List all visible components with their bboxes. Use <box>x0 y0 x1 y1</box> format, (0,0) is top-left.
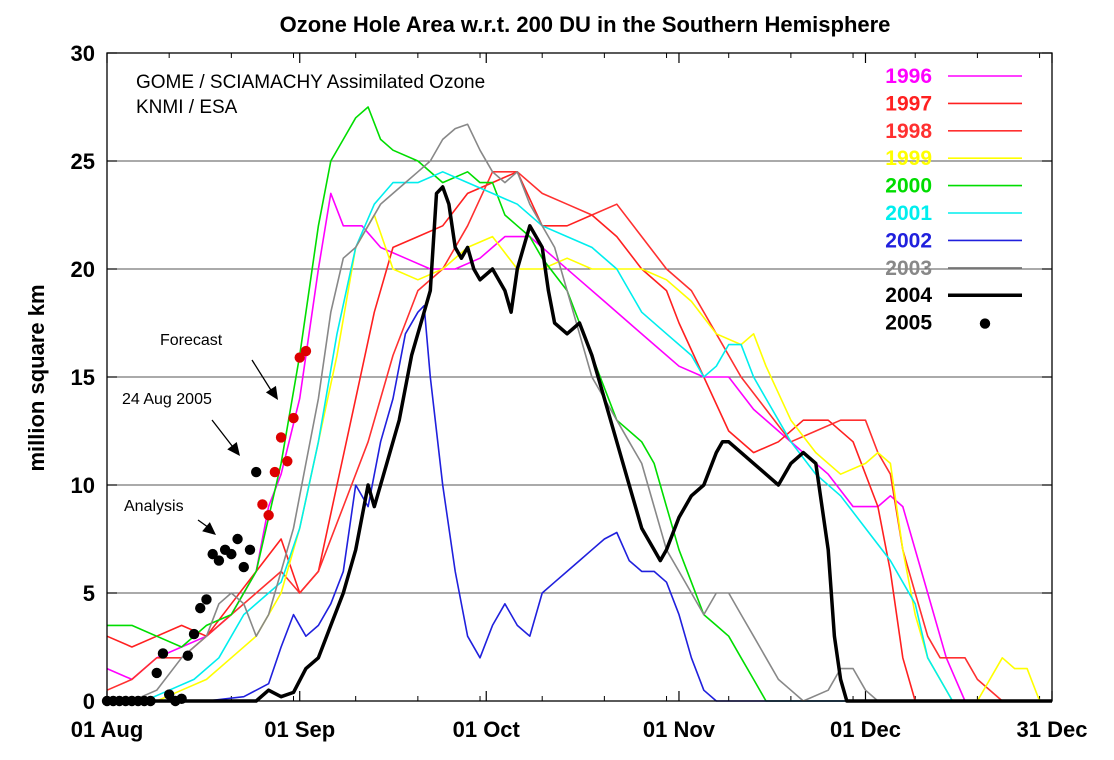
forecast-point-2005 <box>257 499 268 510</box>
series-line-2003 <box>107 123 1052 702</box>
analysis-point-2005 <box>226 548 237 560</box>
x-tick-label: 01 Oct <box>453 717 521 742</box>
analysis-point-2005 <box>157 648 169 659</box>
analysis-point-2005 <box>195 602 206 614</box>
grid-lines <box>107 160 1052 594</box>
forecast-point-2005 <box>300 345 312 357</box>
analysis-point-2005 <box>182 650 194 661</box>
analysis-point-2005 <box>232 533 243 545</box>
chart-title: Ozone Hole Area w.r.t. 200 DU in the Sou… <box>280 12 891 37</box>
y-tick-label: 0 <box>83 689 95 714</box>
legend-label-2005: 2005 <box>885 312 932 335</box>
series-line-1997 <box>106 171 1052 702</box>
source-note-1: GOME / SCIAMACHY Assimilated Ozone <box>136 72 485 93</box>
analysis-point-2005 <box>151 667 162 679</box>
forecast-point-2005 <box>275 432 287 443</box>
annotation-label: 24 Aug 2005 <box>122 391 212 408</box>
legend-label-1997: 1997 <box>885 92 932 115</box>
annotation-arrow-head <box>227 442 240 456</box>
x-tick-label: 01 Nov <box>643 717 716 742</box>
analysis-point-2005 <box>251 466 262 478</box>
y-axis-ticks: 0 5 10 15 20 25 30 <box>71 41 1052 714</box>
x-axis-ticks: 01 Aug 01 Sep 01 Oct 01 Nov 01 Dec 31 Dec <box>71 53 1088 742</box>
legend-marker-2005 <box>979 318 991 329</box>
series-line-2002 <box>107 304 1052 702</box>
analysis-point-2005 <box>176 693 187 705</box>
forecast-point-2005 <box>294 352 305 363</box>
y-tick-label: 10 <box>71 473 95 498</box>
x-tick-label: 01 Dec <box>830 717 901 742</box>
legend-label-2002: 2002 <box>885 229 932 252</box>
forecast-point-2005 <box>282 456 293 467</box>
analysis-point-2005 <box>207 548 218 560</box>
analysis-point-2005 <box>201 594 212 605</box>
y-tick-label: 30 <box>71 41 95 66</box>
analysis-point-2005 <box>238 561 249 573</box>
legend-label-1998: 1998 <box>885 120 932 143</box>
forecast-point-2005 <box>269 466 281 478</box>
source-note-2: KNMI / ESA <box>136 97 238 118</box>
legend-label-2004: 2004 <box>885 284 932 307</box>
legend-label-2003: 2003 <box>885 257 932 280</box>
legend-label-1999: 1999 <box>885 147 932 170</box>
annotation-arrow-head <box>202 522 216 535</box>
legend-label-2000: 2000 <box>885 175 932 198</box>
plot-frame <box>106 52 1053 702</box>
y-axis-label: million square km <box>24 284 49 471</box>
y-tick-label: 20 <box>71 257 95 282</box>
x-tick-label: 01 Aug <box>71 717 144 742</box>
y-tick-label: 15 <box>71 365 95 390</box>
y-tick-label: 5 <box>83 581 95 606</box>
legend-label-1996: 1996 <box>885 65 932 88</box>
forecast-point-2005 <box>263 510 274 521</box>
series-line-2004 <box>107 185 1052 703</box>
analysis-point-2005 <box>213 555 225 566</box>
annotation-label: Forecast <box>160 332 223 349</box>
annotation-label: Analysis <box>124 498 184 515</box>
annotation-arrow-head <box>265 385 278 400</box>
x-tick-label: 01 Sep <box>264 717 335 742</box>
annotation-arrow-line <box>251 359 275 396</box>
analysis-point-2005 <box>163 689 175 700</box>
y-tick-label: 25 <box>71 149 95 174</box>
forecast-point-2005 <box>288 412 299 424</box>
annotations: Forecast 24 Aug 2005 Analysis <box>122 332 278 535</box>
analysis-point-2005 <box>188 628 200 640</box>
legend-label-2001: 2001 <box>885 202 932 225</box>
legend: 1996 1997 1998 1999 2000 2001 2002 2003 2004 2005 <box>885 65 1022 335</box>
analysis-point-2005 <box>244 544 256 555</box>
x-tick-label: 31 Dec <box>1017 717 1088 742</box>
series-line-2001 <box>107 171 1052 702</box>
series-lines <box>106 106 1052 703</box>
